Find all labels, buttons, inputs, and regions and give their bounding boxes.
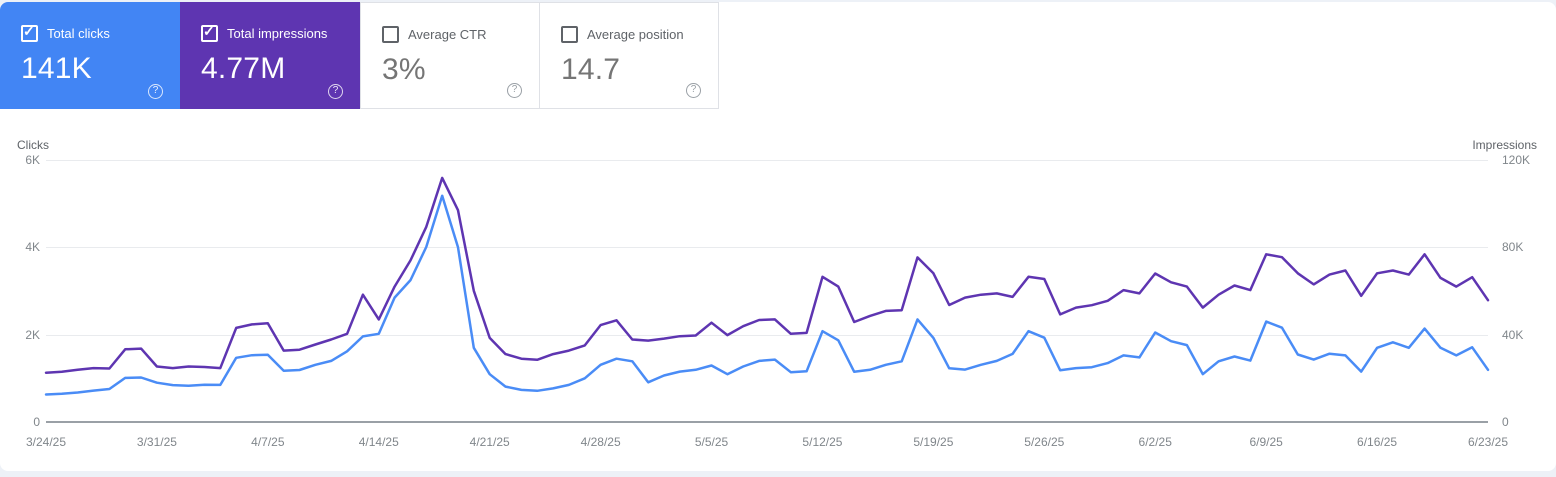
metric-card-total-impressions[interactable]: ✓ Total impressions 4.77M ? (180, 2, 360, 109)
x-axis-tick-label: 4/28/25 (580, 435, 621, 449)
right-axis-tick-label: 120K (1502, 153, 1531, 167)
x-axis-tick-label: 4/21/25 (469, 435, 510, 449)
x-axis-tick-label: 5/5/25 (694, 435, 729, 449)
total-clicks-checkbox[interactable]: ✓ (21, 23, 38, 42)
x-axis-tick-label: 6/23/25 (1467, 435, 1509, 449)
checkmark-icon: ✓ (23, 23, 35, 39)
metric-card-value: 14.7 (561, 53, 621, 86)
metric-card-value: 3% (382, 53, 426, 86)
gridline (46, 247, 1488, 249)
clicks-line (44, 194, 1490, 396)
x-axis-tick-label: 3/31/25 (136, 435, 177, 449)
metric-toggle-row: ✓ Total impressions (201, 23, 360, 42)
average-position-checkbox[interactable] (561, 26, 578, 43)
left-axis-tick-label: 4K (25, 240, 40, 255)
x-axis-tick-label: 4/14/25 (358, 435, 399, 449)
metric-card-label: Average position (587, 27, 684, 42)
gridline (46, 160, 1488, 161)
help-icon[interactable]: ? (328, 84, 343, 99)
x-axis-tick-label: 5/19/25 (913, 435, 954, 449)
x-axis-tick-label: 6/9/25 (1249, 435, 1283, 449)
x-axis-tick-label: 6/2/25 (1138, 435, 1172, 449)
x-axis-tick-label: 6/16/25 (1357, 435, 1398, 449)
gridline (46, 334, 1488, 336)
right-axis-title: Impressions (1472, 138, 1537, 152)
metric-toggle-row: Average CTR (382, 26, 539, 43)
metric-card-value: 141K (21, 52, 92, 85)
x-axis-line (46, 421, 1488, 423)
impressions-line (44, 176, 1490, 374)
metric-card-label: Average CTR (408, 27, 487, 42)
metric-cards: ✓ Total clicks 141K ? ✓ Total impression… (0, 2, 719, 109)
total-impressions-checkbox[interactable]: ✓ (201, 23, 218, 42)
left-axis-tick-label: 0 (33, 415, 40, 429)
left-axis-title: Clicks (17, 138, 49, 152)
x-axis-tick-label: 5/26/25 (1024, 435, 1065, 449)
checkmark-icon: ✓ (203, 23, 215, 39)
metric-card-label: Total impressions (227, 26, 328, 41)
help-icon[interactable]: ? (148, 84, 163, 99)
metric-card-value: 4.77M (201, 52, 286, 85)
x-axis-tick-label: 4/7/25 (251, 435, 285, 449)
right-axis-tick-label: 40K (1502, 327, 1524, 342)
metric-toggle-row: Average position (561, 26, 718, 43)
left-axis-tick-label: 6K (25, 153, 40, 167)
right-axis-tick-label: 80K (1502, 240, 1524, 255)
metric-card-average-position[interactable]: Average position 14.7 ? (539, 2, 719, 109)
x-axis-tick-label: 5/12/25 (802, 435, 843, 449)
metric-toggle-row: ✓ Total clicks (21, 23, 180, 42)
metric-card-total-clicks[interactable]: ✓ Total clicks 141K ? (0, 2, 180, 109)
average-ctr-checkbox[interactable] (382, 26, 399, 43)
x-axis-tick-label: 3/24/25 (25, 435, 67, 449)
left-axis-tick-label: 2K (25, 327, 40, 342)
help-icon[interactable]: ? (686, 83, 701, 98)
help-icon[interactable]: ? (507, 83, 522, 98)
performance-line-chart[interactable] (44, 160, 1490, 422)
metric-card-average-ctr[interactable]: Average CTR 3% ? (360, 2, 540, 109)
right-axis-tick-label: 0 (1502, 415, 1509, 429)
metric-card-label: Total clicks (47, 26, 110, 41)
